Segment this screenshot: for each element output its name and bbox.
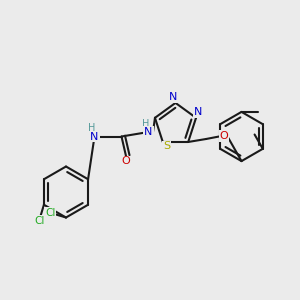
Text: O: O <box>122 156 130 167</box>
Text: N: N <box>169 92 177 102</box>
Text: O: O <box>220 131 229 141</box>
Text: H: H <box>88 123 95 133</box>
Text: Cl: Cl <box>34 216 44 226</box>
Text: H: H <box>142 118 149 129</box>
Text: N: N <box>194 107 202 117</box>
Text: N: N <box>90 131 99 142</box>
Text: Cl: Cl <box>45 208 56 218</box>
Text: S: S <box>163 142 170 152</box>
Text: N: N <box>144 127 153 137</box>
